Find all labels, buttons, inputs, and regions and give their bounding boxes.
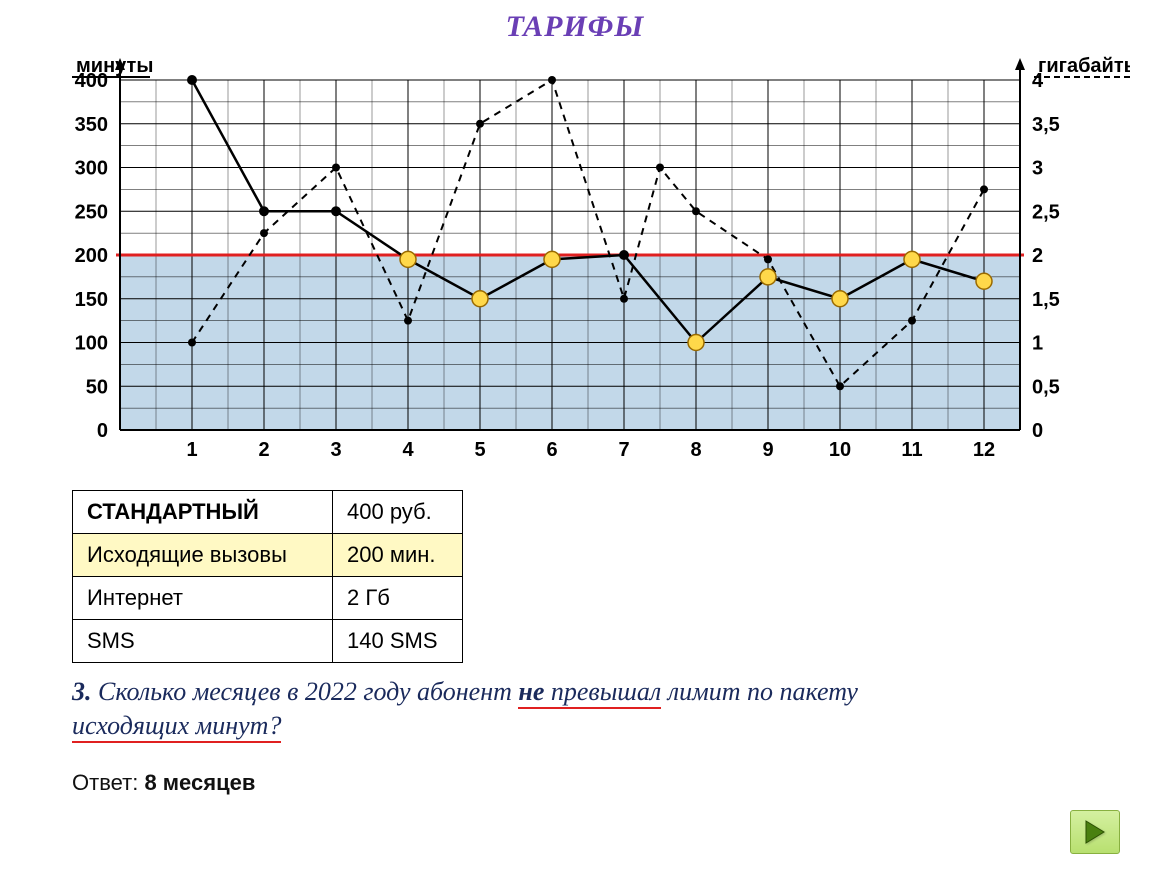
answer-value: 8 месяцев — [144, 770, 255, 795]
svg-text:0,5: 0,5 — [1032, 376, 1060, 398]
svg-text:200: 200 — [75, 245, 108, 267]
answer-text: Ответ: 8 месяцев — [72, 770, 255, 796]
svg-text:5: 5 — [474, 439, 485, 461]
svg-text:50: 50 — [86, 376, 108, 398]
svg-text:2: 2 — [258, 439, 269, 461]
svg-text:минуты: минуты — [76, 55, 153, 77]
svg-text:9: 9 — [762, 439, 773, 461]
tariff-table: СТАНДАРТНЫЙ400 руб.Исходящие вызовы200 м… — [72, 490, 463, 663]
page-title: ТАРИФЫ — [0, 10, 1150, 44]
table-value: 400 руб. — [333, 491, 463, 534]
svg-text:250: 250 — [75, 201, 108, 223]
table-value: 200 мин. — [333, 534, 463, 577]
svg-text:2: 2 — [1032, 245, 1043, 267]
question-number: 3. — [72, 677, 92, 706]
table-label: Исходящие вызовы — [73, 534, 333, 577]
line-chart: 05010015020025030035040000,511,522,533,5… — [20, 50, 1130, 470]
svg-text:8: 8 — [690, 439, 701, 461]
svg-text:350: 350 — [75, 114, 108, 136]
svg-text:1: 1 — [186, 439, 197, 461]
table-value: 140 SMS — [333, 620, 463, 663]
svg-text:0: 0 — [97, 420, 108, 442]
svg-text:3: 3 — [1032, 158, 1043, 180]
q-part1: Сколько месяцев в 2022 году абонент — [92, 677, 519, 706]
table-label: SMS — [73, 620, 333, 663]
svg-text:12: 12 — [973, 439, 995, 461]
svg-text:6: 6 — [546, 439, 557, 461]
svg-text:4: 4 — [402, 439, 414, 461]
q-underline2: исходящих минут? — [72, 711, 281, 743]
q-bold: не — [518, 677, 544, 706]
svg-text:2,5: 2,5 — [1032, 201, 1060, 223]
play-icon — [1084, 819, 1106, 845]
svg-text:гигабайты: гигабайты — [1038, 55, 1130, 77]
question-text: 3. Сколько месяцев в 2022 году абонент н… — [72, 675, 1072, 743]
answer-label: Ответ: — [72, 770, 144, 795]
svg-text:150: 150 — [75, 289, 108, 311]
svg-text:300: 300 — [75, 158, 108, 180]
svg-text:11: 11 — [901, 439, 922, 461]
svg-text:3: 3 — [330, 439, 341, 461]
svg-text:1,5: 1,5 — [1032, 289, 1060, 311]
q-underline1: не превышал — [518, 677, 661, 709]
chart-svg: 05010015020025030035040000,511,522,533,5… — [20, 50, 1130, 470]
svg-text:3,5: 3,5 — [1032, 114, 1060, 136]
svg-text:1: 1 — [1032, 333, 1043, 355]
table-value: 2 Гб — [333, 577, 463, 620]
table-label: Интернет — [73, 577, 333, 620]
svg-text:7: 7 — [618, 439, 629, 461]
svg-text:10: 10 — [829, 439, 851, 461]
table-label: СТАНДАРТНЫЙ — [73, 491, 333, 534]
next-button[interactable] — [1070, 810, 1120, 854]
svg-text:0: 0 — [1032, 420, 1043, 442]
q-part2: лимит по пакету — [661, 677, 858, 706]
svg-text:100: 100 — [75, 333, 108, 355]
